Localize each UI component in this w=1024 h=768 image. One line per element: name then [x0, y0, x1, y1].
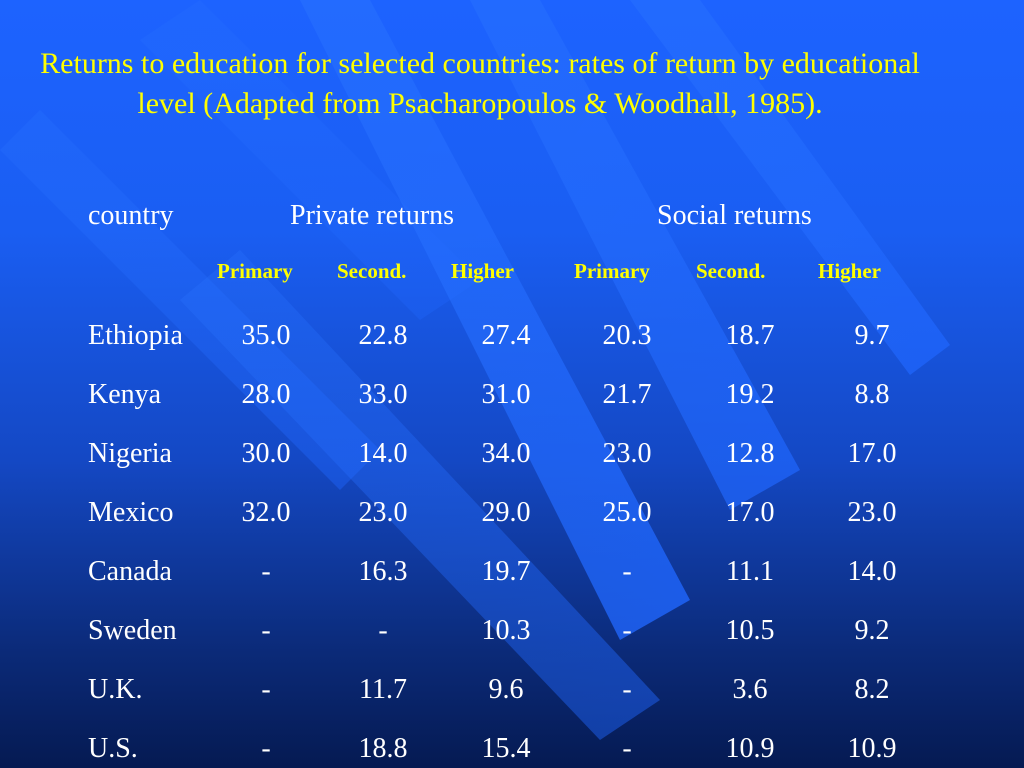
- value-cell: -: [622, 556, 632, 587]
- value-cell: 15.4: [481, 733, 531, 764]
- value-cell: 19.2: [725, 379, 775, 410]
- value-cell: 11.1: [726, 556, 774, 587]
- value-cell: 9.6: [488, 674, 524, 705]
- value-cell: -: [622, 733, 632, 764]
- stripe: [0, 110, 380, 490]
- subheader-social-primary: Primary: [574, 259, 650, 283]
- country-cell: Ethiopia: [88, 320, 183, 351]
- value-cell: -: [261, 615, 271, 646]
- country-cell: U.S.: [88, 733, 138, 764]
- country-cell: U.K.: [88, 674, 143, 705]
- value-cell: 32.0: [241, 497, 291, 528]
- value-cell: 29.0: [481, 497, 531, 528]
- header-private-returns: Private returns: [290, 200, 455, 231]
- value-cell: -: [378, 615, 388, 646]
- country-cell: Canada: [88, 556, 172, 587]
- value-cell: 10.5: [725, 615, 775, 646]
- value-cell: 19.7: [481, 556, 531, 587]
- country-cell: Mexico: [88, 497, 174, 528]
- value-cell: 27.4: [481, 320, 531, 351]
- value-cell: 3.6: [732, 674, 768, 705]
- header-social-returns: Social returns: [657, 200, 812, 231]
- value-cell: -: [622, 674, 632, 705]
- header-country: country: [88, 200, 174, 231]
- value-cell: -: [261, 556, 271, 587]
- value-cell: 14.0: [847, 556, 897, 587]
- value-cell: 9.7: [854, 320, 890, 351]
- value-cell: 18.7: [725, 320, 775, 351]
- value-cell: -: [261, 733, 271, 764]
- value-cell: 23.0: [847, 497, 897, 528]
- value-cell: 30.0: [241, 438, 291, 469]
- value-cell: -: [261, 674, 271, 705]
- value-cell: 25.0: [602, 497, 652, 528]
- value-cell: 23.0: [602, 438, 652, 469]
- subheader-social-second: Second.: [696, 259, 766, 283]
- subheader-social-higher: Higher: [818, 259, 881, 283]
- value-cell: 16.3: [358, 556, 408, 587]
- value-cell: 35.0: [241, 320, 291, 351]
- value-cell: 18.8: [358, 733, 408, 764]
- slide-title: Returns to education for selected countr…: [40, 47, 920, 120]
- value-cell: 33.0: [358, 379, 408, 410]
- value-cell: 20.3: [602, 320, 652, 351]
- value-cell: 17.0: [725, 497, 775, 528]
- value-cell: 31.0: [481, 379, 531, 410]
- value-cell: 14.0: [358, 438, 408, 469]
- value-cell: 8.8: [854, 379, 890, 410]
- value-cell: 12.8: [725, 438, 775, 469]
- subheader-private-second: Second.: [337, 259, 407, 283]
- country-cell: Kenya: [88, 379, 162, 410]
- value-cell: 28.0: [241, 379, 291, 410]
- value-cell: 9.2: [854, 615, 890, 646]
- value-cell: 10.9: [725, 733, 775, 764]
- value-cell: 11.7: [359, 674, 407, 705]
- value-cell: 23.0: [358, 497, 408, 528]
- value-cell: 8.2: [854, 674, 890, 705]
- value-cell: 10.9: [847, 733, 897, 764]
- subheader-private-primary: Primary: [217, 259, 293, 283]
- value-cell: -: [622, 615, 632, 646]
- value-cell: 17.0: [847, 438, 897, 469]
- value-cell: 22.8: [358, 320, 408, 351]
- country-cell: Nigeria: [88, 438, 172, 469]
- value-cell: 10.3: [481, 615, 531, 646]
- value-cell: 34.0: [481, 438, 531, 469]
- subheader-private-higher: Higher: [451, 259, 514, 283]
- value-cell: 21.7: [602, 379, 652, 410]
- country-cell: Sweden: [88, 615, 177, 646]
